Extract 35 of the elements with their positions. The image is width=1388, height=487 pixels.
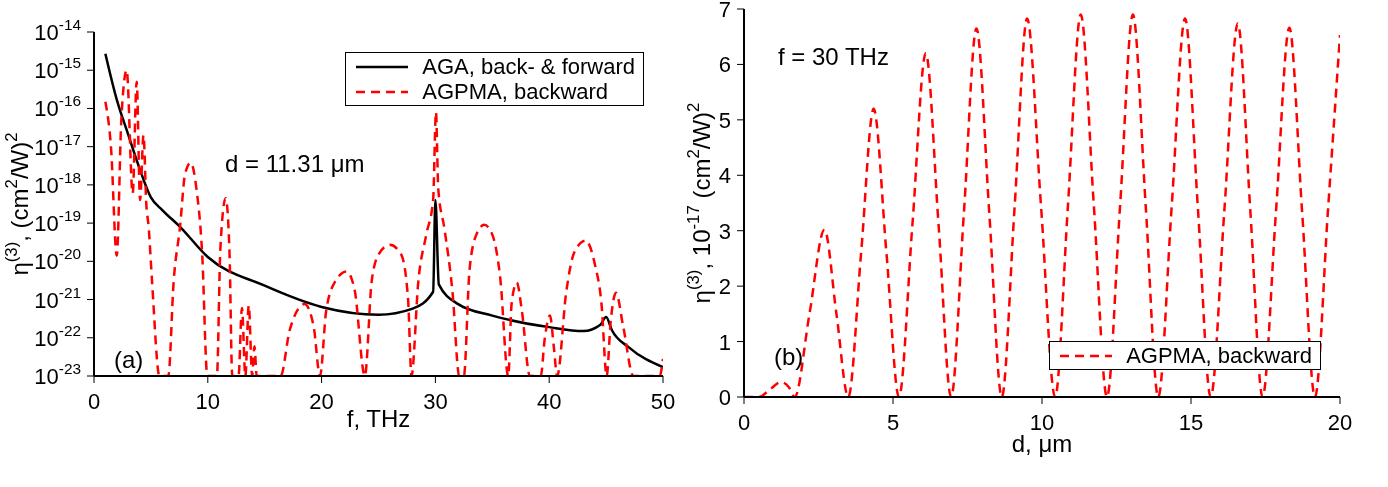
x-tick-label: 40 [536, 389, 562, 414]
y-tick-label: 6 [718, 52, 731, 78]
y-tick-label: 5 [718, 107, 731, 133]
y-tick-label: 4 [718, 163, 731, 189]
x-tick-label: 0 [87, 389, 101, 414]
x-axis-title: f, THz [346, 405, 411, 432]
y-tick-label: 10$^{-14}$ [34, 16, 82, 45]
y-tick-label: 1 [718, 329, 731, 355]
x-tick-label: 0 [737, 410, 751, 435]
y-tick-label: 10$^{-16}$ [34, 92, 81, 122]
annotation: (a) [114, 346, 144, 374]
x-tick-label: 30 [423, 389, 448, 414]
y-tick-label: 10$^{-23}$ [34, 360, 81, 389]
y-tick-label: 7 [718, 0, 731, 22]
annotation: d = 11.31 μm [225, 150, 365, 178]
y-tick-label: 10$^{-21}$ [34, 283, 81, 313]
x-tick-label: 10 [195, 389, 221, 414]
y-tick-label: 3 [718, 218, 731, 244]
x-tick-label: 20 [309, 389, 334, 414]
legend-label: AGPMA, backward [422, 79, 609, 104]
x-tick-label: 15 [1178, 410, 1204, 435]
y-tick-label: 10$^{-17}$ [34, 130, 81, 160]
y-tick-label: 2 [718, 274, 731, 300]
y-tick-label: 10$^{-20}$ [34, 245, 81, 275]
x-tick-label: 50 [650, 389, 676, 414]
y-tick-label: 10$^{-19}$ [34, 207, 81, 237]
x-tick-label: 5 [886, 410, 900, 435]
x-tick-label: 20 [1327, 410, 1353, 435]
y-tick-label: 10$^{-18}$ [34, 169, 81, 198]
y-tick-label: 10$^{-22}$ [34, 321, 81, 351]
legend-label: AGPMA, backward [1126, 343, 1312, 368]
legend-label: AGA, back- & forward [422, 54, 635, 79]
annotation: (b) [774, 343, 804, 371]
annotation: f = 30 THz [778, 43, 889, 71]
y-tick-label: 10$^{-15}$ [34, 54, 81, 84]
